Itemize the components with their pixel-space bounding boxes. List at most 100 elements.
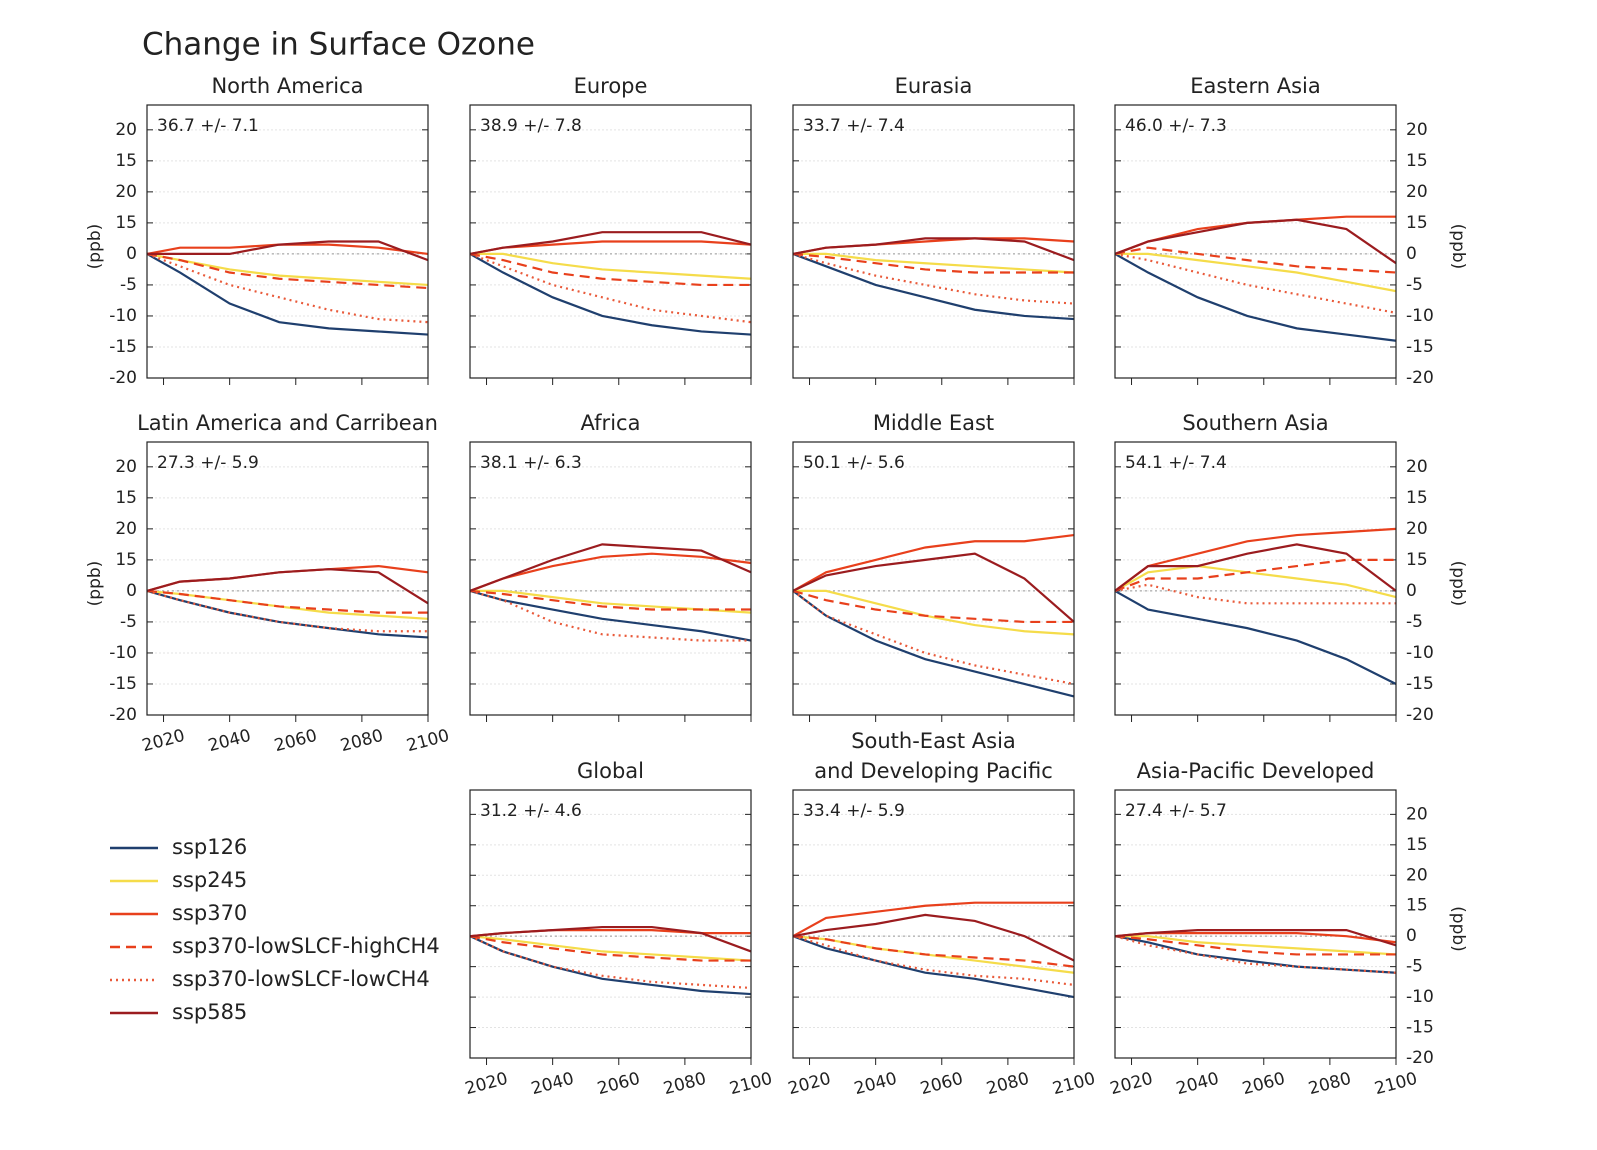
series-line <box>469 543 752 592</box>
y-tick-label: -20 <box>1406 368 1434 388</box>
y-tick-label: 20 <box>115 120 137 140</box>
series-line <box>1114 589 1397 685</box>
series-line <box>1114 218 1397 265</box>
series-line <box>469 231 752 255</box>
annotation: 50.1 +/- 5.6 <box>803 453 905 473</box>
series-line <box>469 925 752 953</box>
legend-label: ssp245 <box>172 868 247 892</box>
y-tick-label: 15 <box>115 213 137 233</box>
annotation: 38.9 +/- 7.8 <box>480 116 582 136</box>
legend-label: ssp370-lowSLCF-lowCH4 <box>172 967 430 991</box>
x-tick-label: 2100 <box>1051 1069 1098 1100</box>
series-line <box>792 590 1075 698</box>
y-tick-label: 0 <box>126 244 137 264</box>
x-tick-label: 2020 <box>463 1069 510 1100</box>
panel-title: Southern Asia <box>1182 411 1328 435</box>
x-tick-label: 2040 <box>852 1069 899 1100</box>
panel: Europe 38.9 +/- 7.8 <box>469 74 752 385</box>
x-tick-label: 2060 <box>1240 1069 1287 1100</box>
y-tick-label: 15 <box>1406 896 1428 916</box>
y-axis-label: (ppb) <box>85 561 105 607</box>
y-tick-label: -5 <box>120 275 137 295</box>
panel: North America -20 -15 -10 -5 0 15 20 15 20 (ppb) 36… <box>85 74 429 388</box>
series-line <box>1114 558 1396 592</box>
series-line <box>1114 935 1396 956</box>
annotation: 31.2 +/- 4.6 <box>480 801 582 821</box>
x-tick-label: 2080 <box>1306 1069 1353 1100</box>
panel: Asia-Pacific Developed -20 -15 -10 -5 0 15 20 15… <box>1108 759 1468 1099</box>
panel: South-East Asia and Developing Pacific 202… <box>786 729 1097 1099</box>
y-tick-label: -5 <box>1406 957 1423 977</box>
y-tick-label: 20 <box>115 182 137 202</box>
series-line <box>147 240 429 262</box>
series-line <box>1115 935 1397 956</box>
series-line <box>792 935 1075 974</box>
panel-title: Middle East <box>873 411 994 435</box>
x-tick-label: 2080 <box>984 1069 1031 1100</box>
y-tick-label: -15 <box>109 674 137 694</box>
panel-title: Africa <box>581 411 641 435</box>
series-line <box>469 552 752 592</box>
series-line <box>469 589 751 611</box>
panel: Global 2020 2040 2060 2080 2100 31.2 +/- 4.6 <box>463 759 774 1099</box>
plot-frame <box>146 441 429 716</box>
plot-frame <box>469 104 752 379</box>
y-tick-label: 20 <box>1406 865 1428 885</box>
y-tick-label: -20 <box>1406 1048 1434 1068</box>
panel-title: Europe <box>574 74 648 98</box>
y-tick-label: 20 <box>1406 804 1428 824</box>
panel-title: Asia-Pacific Developed <box>1137 759 1375 783</box>
series-line <box>469 589 752 642</box>
legend-label: ssp585 <box>172 1000 247 1024</box>
y-tick-label: -15 <box>1406 1018 1434 1038</box>
y-tick-label: 15 <box>1406 488 1428 508</box>
x-tick-label: 2040 <box>206 726 253 757</box>
series-line <box>792 935 1075 968</box>
series-line <box>146 589 429 639</box>
series-line <box>1114 935 1397 974</box>
x-tick-label: 2020 <box>786 1069 833 1100</box>
series-line <box>793 589 1075 636</box>
series-line <box>1114 543 1397 592</box>
series-line <box>1114 928 1397 947</box>
y-tick-label: 15 <box>115 488 137 508</box>
series-line <box>792 252 1075 321</box>
series-line <box>146 252 429 336</box>
x-tick-label: 2020 <box>1108 1069 1155 1100</box>
series-line <box>146 252 429 287</box>
y-tick-label: -20 <box>109 368 137 388</box>
series-line <box>792 252 1075 305</box>
series-line <box>1114 252 1397 342</box>
y-tick-label: 15 <box>115 151 137 171</box>
series-line <box>792 552 1075 623</box>
panel: Eurasia 33.7 +/- 7.4 <box>792 74 1075 385</box>
x-tick-label: 2100 <box>1373 1069 1420 1100</box>
plot-frame <box>1114 789 1397 1059</box>
series-line <box>469 935 752 962</box>
series-line <box>146 589 428 614</box>
x-tick-label: 2100 <box>728 1069 775 1100</box>
legend-label: ssp126 <box>172 835 247 859</box>
panel-title: North America <box>211 74 363 98</box>
y-tick-label: 0 <box>1406 926 1417 946</box>
x-tick-label: 2080 <box>661 1069 708 1100</box>
plot-frame <box>469 789 752 1059</box>
y-tick-label: -15 <box>1406 337 1434 357</box>
series-line <box>793 252 1075 274</box>
plot-frame <box>469 441 752 716</box>
panel: Middle East 50.1 +/- 5.6 <box>792 411 1075 722</box>
y-tick-label: -15 <box>1406 674 1434 694</box>
series-line <box>1115 252 1397 293</box>
series-line <box>469 252 751 287</box>
series-line <box>792 913 1075 962</box>
y-tick-label: 0 <box>1406 244 1417 264</box>
series-line <box>792 252 1074 274</box>
y-axis-label: (ppb) <box>1448 561 1468 607</box>
series-line <box>146 243 429 256</box>
x-tick-label: 2080 <box>338 726 385 757</box>
annotation: 33.7 +/- 7.4 <box>803 116 905 136</box>
plot-frame <box>1114 441 1397 716</box>
annotation: 27.3 +/- 5.9 <box>157 453 259 473</box>
x-tick-label: 2020 <box>140 726 187 757</box>
